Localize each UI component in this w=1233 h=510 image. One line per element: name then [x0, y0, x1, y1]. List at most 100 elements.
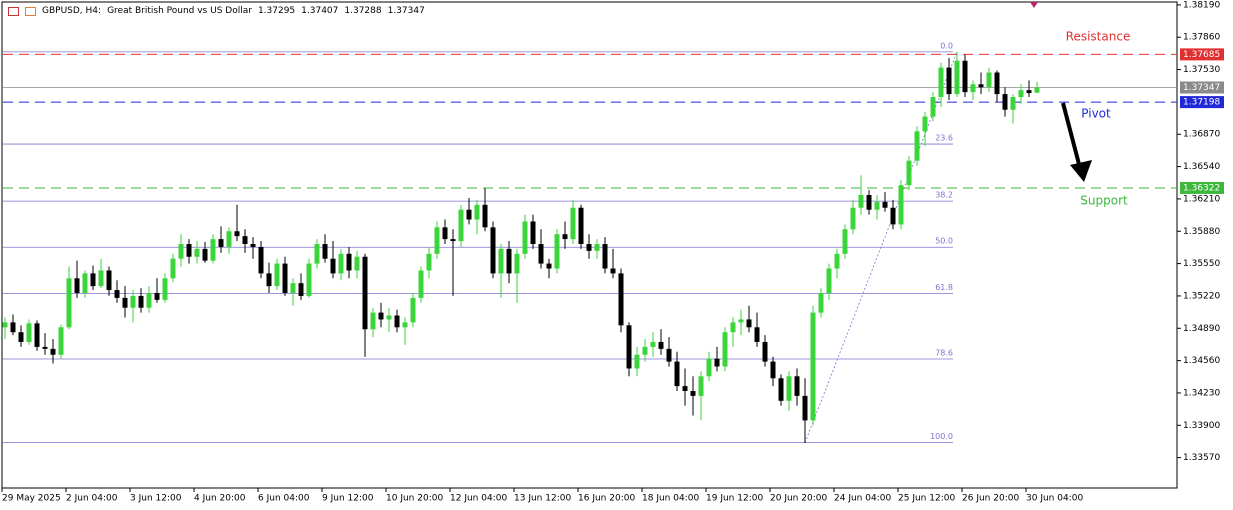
fib-trend — [804, 51, 958, 443]
icon — [8, 6, 19, 16]
x-tick-label: 3 Jun 12:00 — [130, 494, 182, 504]
candle-body — [186, 244, 192, 257]
candle-body — [938, 67, 944, 98]
y-tick-label: 1.33900 — [1183, 421, 1220, 431]
candle-body — [330, 258, 336, 274]
candle-body — [634, 354, 640, 369]
y-tick-label: 1.35550 — [1183, 259, 1220, 269]
candle-body — [450, 239, 456, 242]
x-tick-label: 19 Jun 12:00 — [706, 494, 763, 504]
candle-body — [178, 244, 184, 259]
candle-body — [250, 244, 256, 247]
x-tick-label: 30 Jun 04:00 — [1026, 494, 1083, 504]
candle-body — [482, 204, 488, 228]
candle-body — [322, 244, 328, 259]
candle-body — [258, 246, 264, 274]
fib-label: 78.6 — [935, 349, 953, 358]
candle-body — [682, 386, 688, 391]
symbol: GBPUSD, H4: — [42, 6, 102, 16]
x-tick-label: 4 Jun 20:00 — [194, 494, 246, 504]
x-tick-label: 2 Jun 04:00 — [66, 494, 118, 504]
marker — [1030, 2, 1038, 8]
candle-body — [514, 253, 520, 274]
candle-body — [874, 201, 880, 210]
fib-label: 0.0 — [940, 41, 953, 50]
candle-body — [106, 270, 112, 291]
candle-body — [234, 231, 240, 237]
candle-body — [474, 204, 480, 220]
candle-body — [778, 378, 784, 401]
candle-body — [842, 229, 848, 254]
candle-body — [738, 319, 744, 323]
candle-body — [746, 319, 752, 328]
candle-body — [994, 72, 1000, 95]
candle-body — [466, 209, 472, 220]
fib-label: 100.0 — [930, 432, 953, 441]
candle-body — [562, 234, 568, 240]
candle-body — [722, 332, 728, 367]
candle-body — [66, 278, 72, 328]
y-tick-label: 1.37530 — [1183, 65, 1220, 75]
fib-label: 23.6 — [935, 134, 953, 143]
fib-label: 61.8 — [935, 283, 953, 292]
candle-body — [730, 322, 736, 333]
candle-body — [602, 244, 608, 269]
candle-body — [642, 346, 648, 355]
candle-body — [506, 248, 512, 274]
y-tick-label: 1.35880 — [1183, 227, 1220, 237]
candle-body — [530, 221, 536, 244]
candle-body — [362, 256, 368, 330]
candle-body — [370, 312, 376, 330]
candle-body — [930, 97, 936, 117]
price-box — [1180, 96, 1224, 109]
fib-label: 50.0 — [935, 237, 953, 246]
candle-body — [970, 84, 976, 93]
candle-body — [42, 346, 48, 349]
candle-body — [1018, 90, 1024, 98]
header: GBPUSD, H4: Great British Pound vs US Do… — [8, 6, 425, 16]
candle-body — [386, 315, 392, 320]
candle-body — [866, 195, 872, 210]
candle-body — [154, 292, 160, 300]
candle-body — [314, 244, 320, 264]
candle-body — [498, 248, 504, 274]
candle-body — [290, 283, 296, 293]
candle-body — [442, 227, 448, 240]
y-tick-label: 1.34890 — [1183, 324, 1220, 334]
close: 1.37347 — [387, 6, 425, 16]
candle-body — [850, 207, 856, 230]
candle-body — [810, 312, 816, 421]
x-tick-label: 18 Jun 04:00 — [642, 494, 699, 504]
candle-body — [194, 248, 200, 257]
candle-body — [130, 295, 136, 308]
candle-body — [434, 227, 440, 254]
level-name: Resistance — [1066, 30, 1131, 44]
candle-body — [978, 84, 984, 88]
candle-body — [218, 239, 224, 247]
candle-body — [82, 273, 88, 293]
x-tick-label: 10 Jun 20:00 — [386, 494, 443, 504]
candle-body — [274, 263, 280, 287]
x-tick-label: 12 Jun 04:00 — [450, 494, 507, 504]
candle-body — [74, 278, 80, 293]
candle-body — [210, 239, 216, 261]
candle-body — [586, 244, 592, 251]
y-tick-label: 1.37860 — [1183, 33, 1220, 43]
candle-body — [986, 72, 992, 88]
arrow-head — [1070, 160, 1092, 182]
candle-body — [298, 283, 304, 296]
candle-body — [794, 376, 800, 396]
y-tick-label: 1.34230 — [1183, 388, 1220, 398]
candle-body — [674, 361, 680, 387]
low: 1.37288 — [344, 6, 382, 16]
candle-body — [242, 236, 248, 244]
candle-body — [698, 376, 704, 396]
candle-body — [202, 248, 208, 261]
x-tick-label: 6 Jun 04:00 — [258, 494, 310, 504]
candle-body — [26, 323, 32, 342]
level-name: Support — [1080, 194, 1128, 208]
candle-body — [666, 348, 672, 362]
candle-body — [962, 60, 968, 93]
candle-body — [786, 376, 792, 401]
